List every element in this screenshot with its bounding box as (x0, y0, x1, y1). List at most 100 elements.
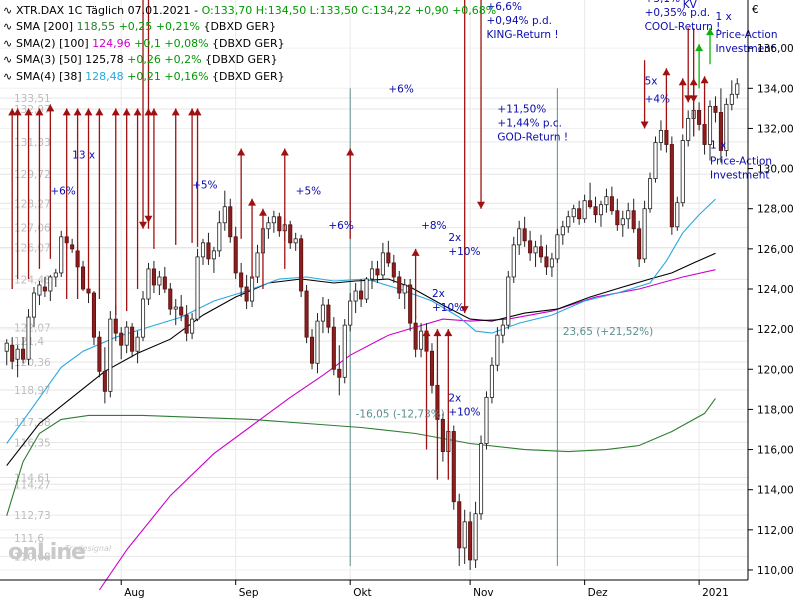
candle-body (653, 142, 658, 180)
candle-body (391, 262, 396, 278)
candle-body (724, 103, 729, 151)
y-tick-label: 118,00 (757, 404, 794, 416)
candle-body (331, 326, 336, 370)
candle-body (353, 290, 358, 302)
candle-body (735, 83, 740, 95)
candle-body (151, 268, 156, 286)
x-tick-label: 2021 (702, 587, 729, 599)
annotation-label: KV (683, 0, 698, 11)
candle-body (293, 238, 298, 244)
annotation-label: 1 x (710, 140, 726, 152)
candle-body (359, 290, 364, 300)
currency-label: € (752, 4, 759, 16)
legend-series-change: +0,25 +0,21% (118, 20, 204, 34)
legend-row: ∿ SMA(2) [100] 124,96 +0,1 +0,08% {DBXD G… (3, 36, 496, 52)
annotation-label: +6,6% (486, 1, 521, 13)
candle-body (239, 272, 244, 288)
candle-body (102, 370, 107, 392)
candle-body (348, 300, 353, 326)
candle-body (113, 318, 118, 334)
candle-body (729, 93, 734, 105)
legend-series-source: {DBXD GER} (212, 69, 285, 83)
grid-label: 128,27 (14, 198, 51, 210)
candle-body (217, 222, 222, 252)
buy-signal-arrow-head (700, 76, 709, 84)
candle-body (211, 250, 216, 260)
candle-body (495, 334, 500, 366)
annotation-label: +6% (328, 220, 353, 232)
sell-signal-arrow-head (689, 95, 698, 103)
candle-body (631, 210, 636, 230)
legend-series-source: {DBXD GER} (212, 36, 285, 50)
annotation-label: 23,65 (+21,52%) (563, 326, 653, 338)
candle-body (484, 396, 489, 444)
buy-signal-arrow-head (258, 208, 267, 216)
annotation-label: GOD-Return ! (497, 131, 568, 143)
y-tick-label: 126,00 (757, 244, 794, 256)
candle-body (369, 268, 375, 280)
legend-date: 07.01.2021 (127, 4, 191, 17)
candle-body (506, 276, 511, 326)
candle-body (26, 316, 31, 360)
candle-body (533, 246, 538, 254)
sell-signal-arrow-head (640, 121, 649, 129)
candle-body (222, 206, 227, 224)
line-chart-icon: ∿ (3, 20, 13, 34)
candle-body (528, 240, 533, 254)
candle-body (479, 443, 484, 515)
candle-body (697, 109, 702, 125)
candle-body (364, 278, 369, 300)
candle-body (244, 286, 249, 302)
candle-body (326, 304, 331, 328)
legend-title: XTR.DAX 1C Täglich (16, 4, 125, 17)
candle-body (81, 266, 86, 290)
candle-body (146, 268, 151, 300)
grid-label: 124,48 (14, 274, 51, 286)
candle-body (549, 258, 554, 268)
legend-series-change: +0,26 +0,2% (127, 53, 206, 67)
buy-signal-arrow-head (8, 108, 17, 116)
candle-body (419, 330, 424, 350)
candle-body (255, 252, 260, 278)
candle-body (140, 298, 146, 338)
buy-signal-arrow-head (95, 108, 104, 116)
annotation-label: +3,1% (645, 0, 680, 5)
x-tick-label: Sep (239, 587, 259, 599)
candle-body (48, 276, 53, 292)
candle-body (337, 368, 342, 378)
legend-row: ∿ SMA(4) [38] 128,48 +0,21 +0,16% {DBXD G… (3, 69, 496, 85)
line-chart-icon: ∿ (3, 4, 13, 17)
line-chart-icon: ∿ (3, 69, 13, 83)
candle-body (266, 222, 271, 230)
y-tick-label: 122,00 (757, 324, 794, 336)
watermark-big: onLine (8, 540, 86, 565)
y-tick-label: 130,00 (757, 164, 794, 176)
candle-body (571, 208, 576, 218)
buy-signal-arrow-head (433, 329, 442, 337)
price-action-arrow-head (706, 28, 715, 36)
candle-body (53, 272, 58, 278)
annotation-label: +8% (421, 220, 446, 232)
annotation-label: +5% (296, 186, 321, 198)
buy-signal-arrow-head (73, 108, 82, 116)
grid-lines: 110,68111,6112,73114,27114,61116,35117,3… (0, 0, 748, 580)
candle-body (686, 118, 691, 141)
candle-body (408, 284, 413, 324)
legend-row: ∿ SMA [200] 118,55 +0,25 +0,21% {DBXD GER… (3, 19, 496, 35)
candle-body (37, 284, 42, 296)
buy-signal-arrow-head (35, 108, 44, 116)
candle-body (397, 276, 402, 294)
candle-body (538, 246, 544, 258)
buy-signal-arrow-head (149, 108, 158, 116)
candle-body (582, 200, 587, 220)
annotation-label: 2x (432, 288, 445, 300)
candle-body (598, 204, 604, 216)
sell-signal-arrow-head (139, 221, 148, 229)
legend-series-value: 118,55 (76, 20, 119, 34)
candle-body (130, 326, 135, 352)
annotation-label: COOL-Return ! (645, 21, 721, 33)
legend-series-label: SMA(4) [38] (16, 69, 86, 83)
candle-body (277, 216, 282, 232)
candle-body (413, 322, 418, 350)
